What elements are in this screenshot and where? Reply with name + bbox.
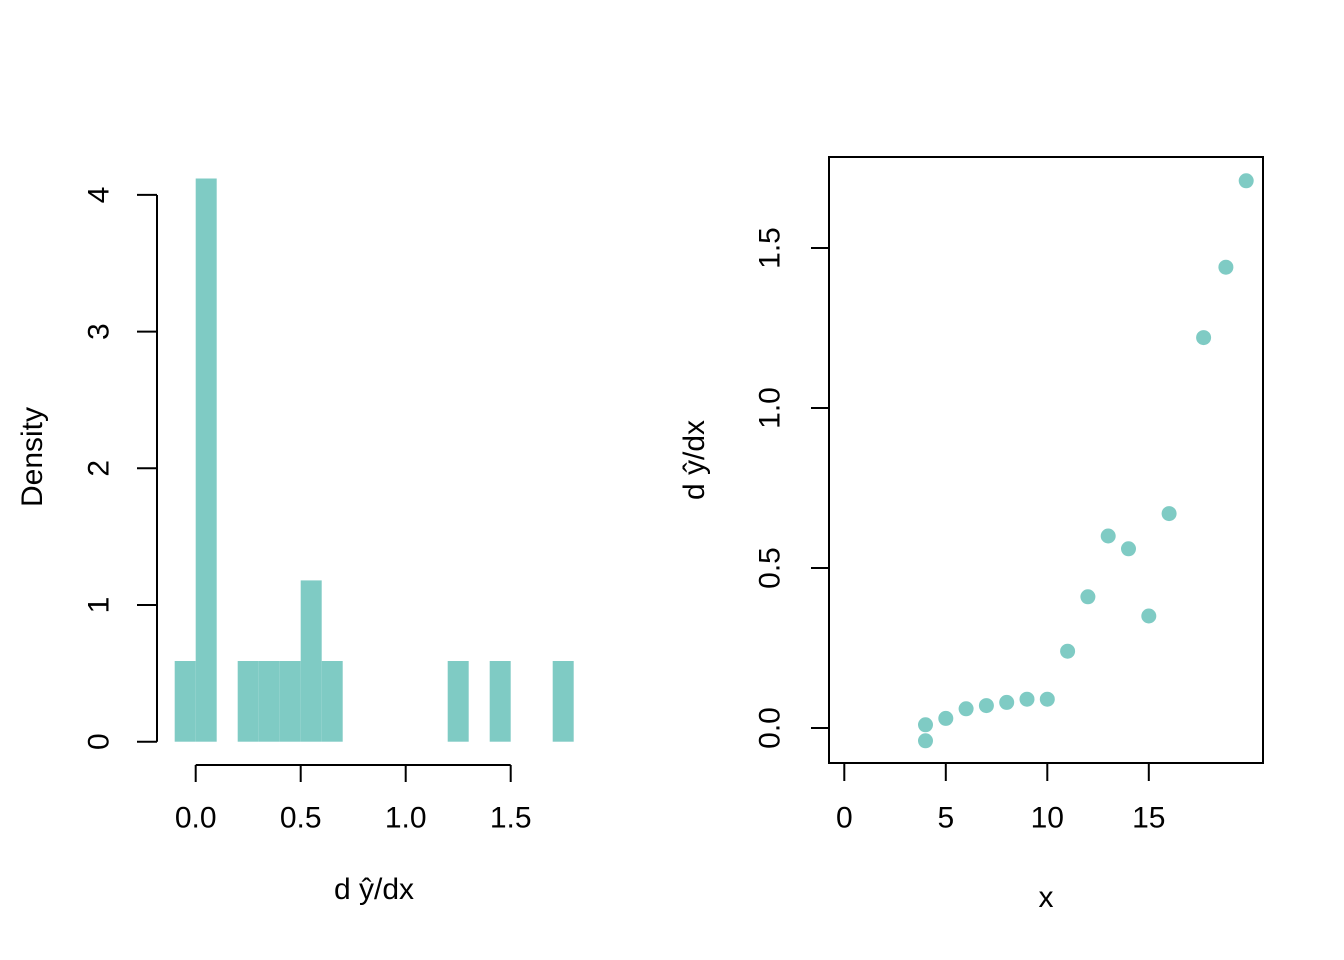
scatter-point [978, 698, 994, 714]
scatter-y-tick-label: 1.0 [754, 387, 787, 429]
scatter-point [918, 733, 933, 749]
hist-y-tick-label: 0 [83, 733, 116, 750]
scatter-x-axis-label: x [1038, 881, 1054, 914]
hist-bar [447, 661, 469, 742]
hist-y-tick-label: 4 [83, 187, 116, 204]
hist-bar [195, 178, 217, 742]
histogram-y-axis-label: Density [16, 406, 49, 508]
scatter-y-tick-label: 0.5 [754, 547, 787, 589]
scatter-point [1039, 691, 1055, 707]
hist-y-tick-label: 1 [83, 597, 116, 614]
scatter-point [1019, 691, 1035, 707]
scatter-point [1238, 173, 1254, 189]
scatter-point [1141, 608, 1157, 624]
scatter-y-tick-label: 1.5 [754, 227, 787, 269]
scatter-point [938, 710, 954, 726]
scatter-point [1218, 259, 1234, 275]
scatter-point [918, 717, 933, 733]
scatter-point [958, 701, 974, 717]
hist-y-tick-label: 3 [83, 323, 116, 340]
hist-y-tick-label: 2 [83, 460, 116, 477]
scatter-x-tick-label: 5 [937, 802, 954, 835]
hist-x-tick-label: 0.0 [175, 802, 217, 835]
scatter-plot-box [828, 156, 1264, 764]
hist-bar [279, 661, 301, 742]
scatter-point [1060, 643, 1076, 659]
scatter-point [1161, 506, 1177, 522]
scatter-point [1121, 541, 1136, 557]
scatter-y-axis-label: d ŷ/dx [678, 419, 711, 501]
hist-bar [258, 661, 280, 742]
scatter-point [1080, 589, 1096, 605]
scatter-point [999, 694, 1015, 710]
histogram-x-axis-label: d ŷ/dx [333, 873, 415, 906]
hist-bar [321, 661, 343, 742]
hist-bar [489, 661, 511, 742]
hist-x-tick-label: 1.5 [490, 802, 532, 835]
scatter-y-tick-label: 0.0 [754, 707, 787, 749]
scatter-x-tick-label: 10 [1031, 802, 1064, 835]
hist-bar [552, 661, 574, 742]
scatter-point [1196, 330, 1212, 346]
hist-bar [174, 661, 196, 742]
hist-bar [300, 580, 322, 742]
hist-x-tick-label: 0.5 [280, 802, 322, 835]
scatter-point [1100, 528, 1116, 544]
scatter-x-tick-label: 15 [1132, 802, 1165, 835]
scatter-x-tick-label: 0 [836, 802, 853, 835]
hist-bar [237, 661, 259, 742]
hist-x-tick-label: 1.0 [385, 802, 427, 835]
